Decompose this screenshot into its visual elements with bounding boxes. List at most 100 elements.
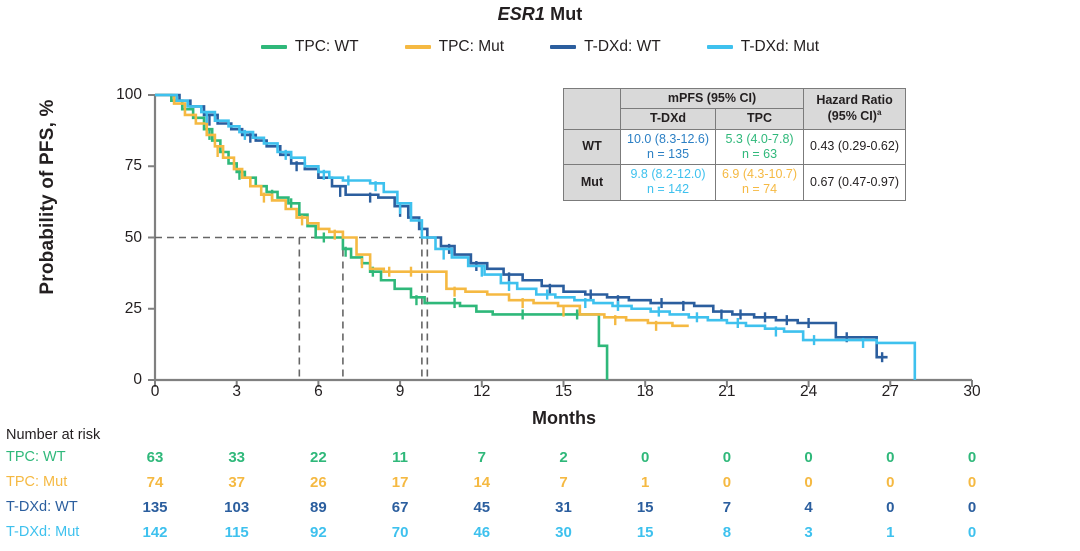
hr-header-footnote-marker: a xyxy=(876,108,882,118)
risk-value: 37 xyxy=(228,474,246,491)
x-tick-label: 6 xyxy=(314,383,323,400)
km-curve-tpc-wt xyxy=(155,93,609,380)
x-tick-label: 21 xyxy=(718,383,736,400)
legend-tdxd-wt[interactable]: T-DXd: WT xyxy=(550,38,661,56)
table-row: WT 10.0 (8.3-12.6) n = 135 5.3 (4.0-7.8)… xyxy=(563,128,906,165)
x-tick-label: 15 xyxy=(554,383,573,400)
risk-value: 0 xyxy=(886,499,895,516)
risk-value: 70 xyxy=(391,524,409,541)
risk-value: 11 xyxy=(392,449,409,466)
risk-value: 89 xyxy=(310,499,327,516)
risk-value: 3 xyxy=(804,524,813,541)
cell-wt-hr: 0.43 (0.29-0.62) xyxy=(803,128,906,165)
col-header-tpc: TPC xyxy=(714,108,805,130)
legend-color-swatch xyxy=(550,45,577,49)
y-tick-label: 50 xyxy=(124,228,142,246)
risk-value: 135 xyxy=(142,499,168,516)
row-header-mut: Mut xyxy=(563,164,621,201)
cell-mut-tpc: 6.9 (4.3-10.7) n = 74 xyxy=(714,164,805,201)
risk-value: 33 xyxy=(228,449,246,466)
hr-header-line1: Hazard Ratio xyxy=(816,92,893,107)
risk-value: 0 xyxy=(886,449,895,466)
chart-legend: TPC: WT TPC: Mut T-DXd: WT T-DXd: Mut xyxy=(0,38,1080,56)
risk-value: 30 xyxy=(555,524,572,541)
risk-value: 0 xyxy=(967,524,977,541)
y-tick-label: 0 xyxy=(133,371,142,388)
risk-value: 0 xyxy=(722,474,732,491)
risk-value: 7 xyxy=(477,449,486,466)
risk-value: 7 xyxy=(722,499,732,516)
risk-value: 0 xyxy=(641,449,650,466)
y-tick-label: 75 xyxy=(124,157,142,175)
risk-value: 14 xyxy=(473,474,491,491)
x-tick-label: 0 xyxy=(150,383,160,400)
risk-value: 67 xyxy=(391,499,409,516)
hazard-ratio-header: Hazard Ratio (95% CI)a xyxy=(803,88,906,130)
x-axis-ticks: 0 3 6 9 12 15 18 21 24 27 30 xyxy=(0,383,1080,407)
risk-value: 0 xyxy=(804,449,813,466)
col-header-tdxd: T-DXd xyxy=(620,108,716,130)
risk-value: 2 xyxy=(559,449,568,466)
cell-wt-tdxd-value: 10.0 (8.3-12.6) xyxy=(627,131,709,146)
legend-label: TPC: Mut xyxy=(438,38,505,55)
risk-value: 8 xyxy=(722,524,732,541)
risk-value: 74 xyxy=(146,474,164,491)
km-curve-t-dxd-mut xyxy=(155,93,917,380)
x-tick-label: 24 xyxy=(799,383,818,400)
risk-value: 92 xyxy=(310,524,327,541)
km-curve-t-dxd-wt xyxy=(155,93,888,359)
y-axis-ticks: 0 25 50 75 100 xyxy=(108,78,142,398)
risk-value: 63 xyxy=(146,449,164,466)
cell-wt-tdxd: 10.0 (8.3-12.6) n = 135 xyxy=(620,128,716,165)
risk-value: 142 xyxy=(142,524,168,541)
hr-header-ci: (95% CI) xyxy=(827,109,877,124)
risk-row-label: TPC: WT xyxy=(6,449,66,465)
risk-value: 0 xyxy=(722,449,732,466)
hr-header-line2: (95% CI)a xyxy=(810,108,899,124)
cell-mut-tpc-n: n = 74 xyxy=(741,182,778,197)
cell-wt-tpc: 5.3 (4.0-7.8) n = 63 xyxy=(714,128,805,165)
cell-mut-tdxd: 9.8 (8.2-12.0) n = 142 xyxy=(620,164,716,201)
cell-mut-hr: 0.67 (0.47-0.97) xyxy=(803,164,906,201)
cell-wt-tdxd-n: n = 135 xyxy=(646,146,690,161)
x-axis-label: Months xyxy=(532,408,596,428)
plot-area: Probability of PFS, % 0 25 50 75 100 0 3 6 9 12 1… xyxy=(0,78,1080,428)
risk-value: 26 xyxy=(310,474,327,491)
title-rest: Mut xyxy=(545,4,583,24)
risk-value: 4 xyxy=(804,499,813,516)
x-tick-label: 18 xyxy=(636,383,654,400)
legend-tdxd-mut[interactable]: T-DXd: Mut xyxy=(706,38,820,56)
x-tick-label: 9 xyxy=(395,383,405,400)
x-tick-label: 12 xyxy=(473,383,491,400)
x-tick-label: 30 xyxy=(963,383,981,400)
table-header-row-1: mPFS (95% CI) Hazard Ratio (95% CI)a xyxy=(563,87,906,130)
table-header-row-2: T-DXd TPC xyxy=(564,108,906,130)
legend-tpc-wt[interactable]: TPC: WT xyxy=(260,38,359,56)
risk-value: 1 xyxy=(886,524,895,541)
risk-value: 115 xyxy=(224,524,249,541)
risk-value: 7 xyxy=(559,474,568,491)
legend-color-swatch xyxy=(404,45,431,49)
y-tick-label: 100 xyxy=(116,86,142,103)
row-header-wt: WT xyxy=(563,128,621,165)
risk-value: 45 xyxy=(473,499,491,516)
risk-value: 17 xyxy=(391,474,409,491)
km-curves-svg xyxy=(148,93,973,387)
risk-row-label: T-DXd: WT xyxy=(6,499,78,515)
legend-color-swatch xyxy=(260,45,287,49)
risk-value: 1 xyxy=(641,474,650,491)
risk-row-label: TPC: Mut xyxy=(6,474,68,490)
risk-value: 31 xyxy=(555,499,572,516)
cell-mut-tpc-value: 6.9 (4.3-10.7) xyxy=(722,167,798,181)
legend-label: T-DXd: WT xyxy=(584,38,661,55)
legend-label: T-DXd: Mut xyxy=(740,38,820,55)
risk-value: 0 xyxy=(967,499,977,516)
x-tick-label: 3 xyxy=(232,383,241,400)
risk-value: 15 xyxy=(636,524,654,541)
risk-row-tpc-mut: TPC: Mut 74 37 26 17 14 7 1 0 0 0 0 xyxy=(0,474,1080,496)
risk-row-tpc-wt: TPC: WT 63 33 22 11 7 2 0 0 0 0 0 xyxy=(0,449,1080,471)
risk-row-t-dxd-mut: T-DXd: Mut 142 115 92 70 46 30 15 8 3 1 0 xyxy=(0,524,1080,546)
risk-value: 0 xyxy=(967,474,977,491)
legend-tpc-mut[interactable]: TPC: Mut xyxy=(404,38,505,56)
x-tick-label: 27 xyxy=(881,383,899,400)
